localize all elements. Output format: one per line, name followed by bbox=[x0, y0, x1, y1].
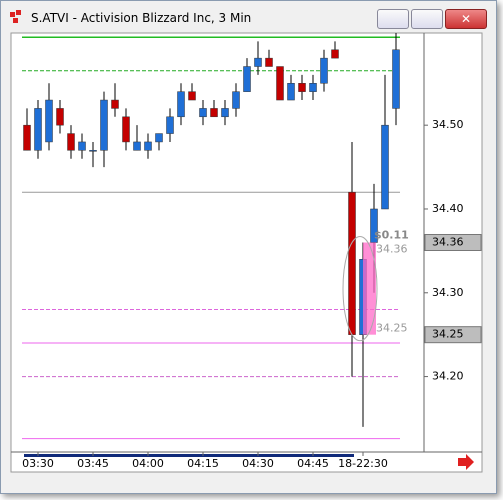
measure-ring bbox=[342, 236, 378, 342]
candle-body bbox=[392, 49, 400, 109]
measure-bottom-label: 34.25 bbox=[376, 322, 408, 335]
candle-body bbox=[144, 141, 152, 151]
candle-body bbox=[232, 91, 240, 109]
candle-body bbox=[221, 108, 229, 118]
x-tick-label: 04:30 bbox=[242, 457, 274, 470]
price-marker-label: 34.36 bbox=[432, 236, 464, 249]
session-bar bbox=[24, 454, 354, 457]
candle-body bbox=[348, 191, 356, 335]
candle-body bbox=[67, 133, 75, 151]
window-title: S.ATVI - Activision Blizzard Inc, 3 Min bbox=[31, 11, 252, 25]
scroll-arrow[interactable] bbox=[458, 454, 474, 470]
candle-body bbox=[309, 83, 317, 92]
price-marker bbox=[424, 326, 482, 344]
candle-body bbox=[111, 99, 119, 109]
candle-body bbox=[254, 57, 262, 67]
x-tick-label: 04:45 bbox=[297, 457, 329, 470]
candle-body bbox=[122, 116, 130, 143]
price-marker-label: 34.25 bbox=[432, 328, 464, 341]
candle-body bbox=[276, 66, 284, 101]
candle-body bbox=[188, 91, 196, 101]
y-tick-label: 34.30 bbox=[432, 286, 464, 299]
candle-body bbox=[23, 124, 31, 151]
x-tick-label: 04:15 bbox=[187, 457, 219, 470]
close-button[interactable]: ✕ bbox=[445, 9, 487, 29]
candle-body bbox=[210, 108, 218, 118]
candle-body bbox=[100, 99, 108, 151]
x-tick-label: 04:00 bbox=[132, 457, 164, 470]
maximize-button[interactable] bbox=[411, 9, 443, 29]
candle-body bbox=[320, 57, 328, 84]
x-tick-label: 18-22:30 bbox=[338, 457, 388, 470]
candle-body bbox=[155, 133, 163, 143]
candle-body bbox=[199, 108, 207, 118]
candle-body bbox=[381, 124, 389, 210]
candle-body bbox=[45, 99, 53, 143]
candle-body bbox=[89, 150, 97, 152]
y-tick-label: 34.20 bbox=[432, 370, 464, 383]
candle-body bbox=[243, 66, 251, 92]
measure-top-label: 34.36 bbox=[376, 243, 408, 256]
price-marker bbox=[424, 234, 482, 251]
chart-frame bbox=[10, 32, 483, 473]
x-tick-label: 03:30 bbox=[22, 457, 54, 470]
candle-body bbox=[133, 141, 141, 151]
y-tick-label: 34.40 bbox=[432, 202, 464, 215]
measure-box bbox=[363, 242, 376, 335]
candle-body bbox=[166, 116, 174, 134]
candle-body bbox=[78, 141, 86, 151]
x-tick-label: 03:45 bbox=[77, 457, 109, 470]
candle-body bbox=[298, 83, 306, 92]
y-tick-label: 34.50 bbox=[432, 118, 464, 131]
candle-body bbox=[56, 108, 64, 126]
candle-body bbox=[34, 108, 42, 151]
candle-body bbox=[265, 57, 273, 67]
candle-body bbox=[287, 83, 295, 101]
candle-body bbox=[177, 91, 185, 118]
candle-body bbox=[331, 49, 339, 59]
app-icon bbox=[10, 10, 21, 23]
minimize-button[interactable] bbox=[377, 9, 409, 29]
measure-label: $0.11 bbox=[374, 229, 409, 242]
